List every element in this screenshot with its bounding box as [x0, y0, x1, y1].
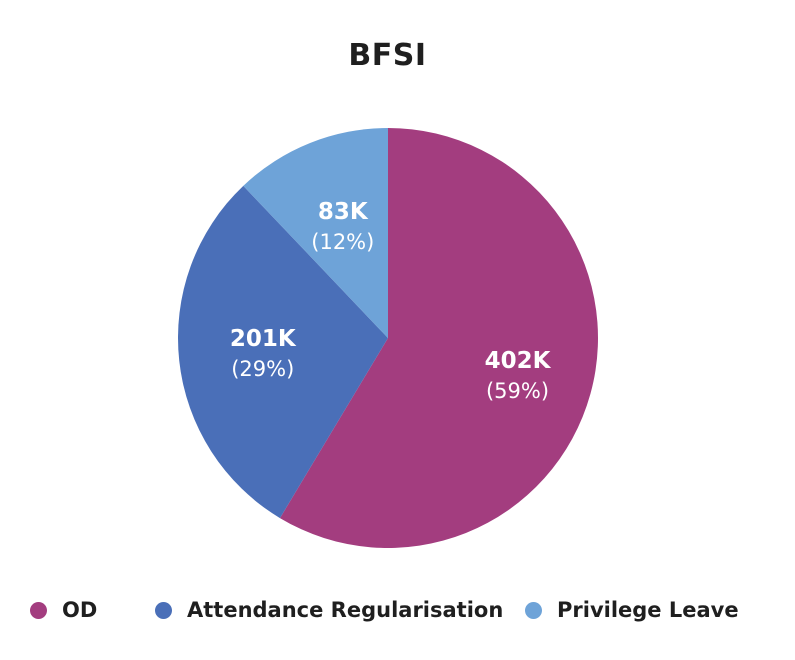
slice-percent-label-od: (59%) [486, 379, 549, 403]
legend-item-od: OD [30, 593, 97, 627]
slice-percent-label-attendance-regularisation: (29%) [231, 357, 294, 381]
legend-swatch-privilege-leave [525, 601, 542, 619]
legend-swatch-attendance-regularisation [155, 601, 172, 619]
legend-label-od: OD [62, 598, 98, 622]
legend-label-attendance-regularisation: Attendance Regularisation [187, 598, 504, 622]
legend: OD Attendance Regularisation Privilege L… [0, 593, 795, 627]
legend-swatch-od [30, 601, 47, 619]
slice-value-label-od: 402K [485, 348, 552, 374]
pie-slice-attendance-regularisation [178, 185, 388, 519]
pie-chart: 402K (59%) 201K (29%) 83K (12%) [178, 128, 598, 548]
slice-percent-label-privilege-leave: (12%) [311, 230, 374, 254]
chart-title: BFSI [348, 38, 427, 73]
legend-label-privilege-leave: Privilege Leave [557, 598, 739, 622]
slice-value-label-attendance-regularisation: 201K [230, 326, 297, 352]
pie-slice-od [279, 128, 598, 548]
pie-slice-privilege-leave [243, 128, 388, 338]
legend-item-attendance-regularisation: Attendance Regularisation [155, 593, 503, 627]
legend-item-privilege-leave: Privilege Leave [525, 593, 739, 627]
slice-value-label-privilege-leave: 83K [318, 199, 369, 225]
